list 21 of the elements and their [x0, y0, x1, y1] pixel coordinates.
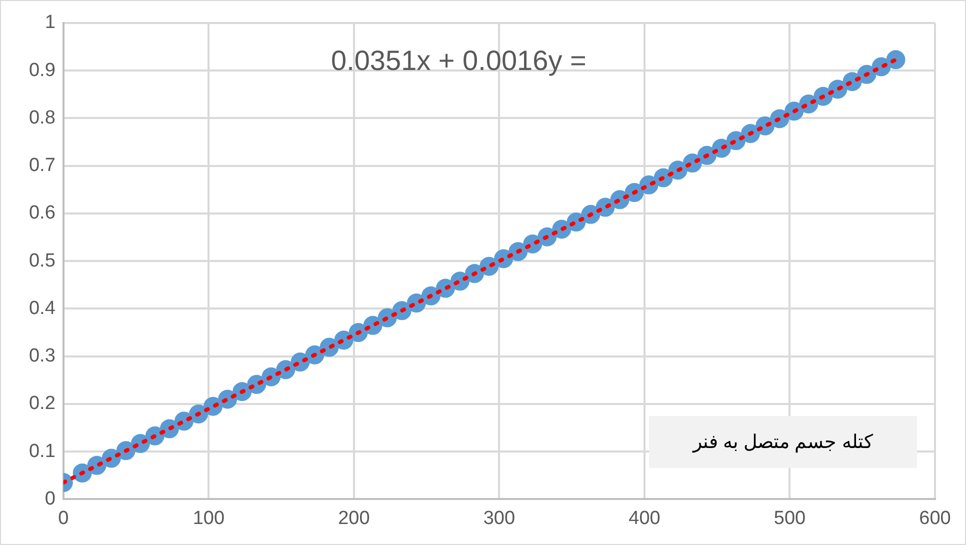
x-tick-label: 600 — [919, 508, 951, 529]
point — [886, 50, 906, 70]
y-tick-label: 1 — [44, 12, 56, 34]
x-tick-label: 400 — [628, 508, 660, 529]
x-tick-label: 0 — [58, 508, 69, 529]
y-tick-label: 0.2 — [28, 393, 56, 414]
x-tick-label: 500 — [774, 508, 806, 529]
y-tick-label: 0.6 — [28, 202, 56, 224]
y-tick-label: 0.1 — [28, 440, 56, 462]
y-tick-label: 0.4 — [28, 298, 56, 319]
y-tick-label: 0.7 — [28, 155, 56, 176]
text-box: کتله جسم متصل به فنر — [648, 416, 917, 468]
y-tick-label: 0.5 — [28, 250, 56, 272]
x-tick-label: 200 — [338, 508, 370, 529]
y-tick-label: 0.9 — [28, 60, 56, 81]
x-tick-label: 300 — [483, 508, 516, 529]
y-tick-label: 0 — [44, 488, 56, 510]
y-tick-label: 0.3 — [28, 346, 56, 367]
x-tick-label: 100 — [192, 508, 225, 529]
annotation: 0.0351x + 0.0016y = — [331, 45, 586, 77]
y-tick-label: 0.8 — [28, 107, 56, 128]
